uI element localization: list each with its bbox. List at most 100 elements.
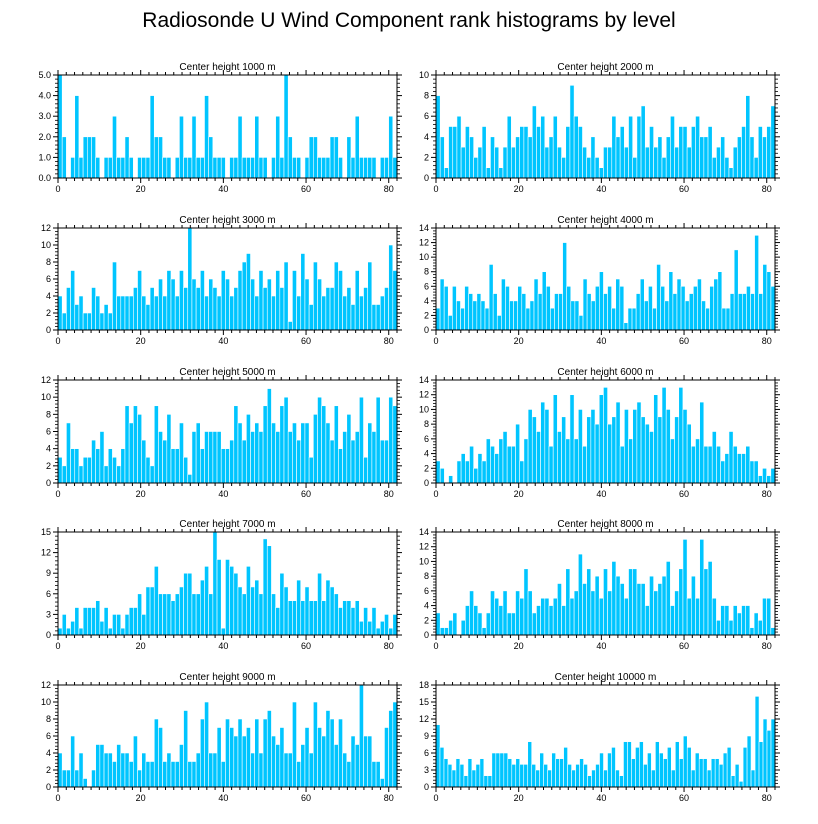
histogram-bar <box>283 396 289 484</box>
histogram-bar <box>477 453 483 484</box>
histogram-bar <box>536 126 541 179</box>
histogram-bar <box>643 300 649 331</box>
histogram-bar <box>384 614 389 636</box>
histogram-bar <box>435 724 441 788</box>
histogram-bar <box>499 752 505 788</box>
x-tick-label: 80 <box>384 641 394 651</box>
histogram-bar <box>262 405 268 484</box>
histogram-bar <box>225 278 230 331</box>
y-tick-label: 6 <box>46 731 51 741</box>
histogram-bar <box>308 304 314 331</box>
histogram-bar <box>162 157 168 179</box>
histogram-bar <box>367 157 373 179</box>
histogram-bar <box>254 295 260 331</box>
histogram-bar <box>690 126 696 179</box>
histogram-bar <box>241 157 247 179</box>
histogram-bar <box>145 761 151 788</box>
histogram-bar <box>586 568 592 636</box>
histogram-bar <box>558 293 563 331</box>
x-tick-label: 80 <box>762 184 772 194</box>
histogram-bar <box>363 607 369 636</box>
histogram-bar <box>745 605 751 636</box>
histogram-bar <box>590 409 596 484</box>
histogram-bar <box>308 136 314 179</box>
histogram-bar <box>443 285 449 331</box>
histogram-bar <box>266 545 272 636</box>
histogram-bar <box>304 586 310 636</box>
histogram-bar <box>241 593 247 636</box>
histogram-bar <box>99 312 105 331</box>
histogram-bar <box>354 431 360 484</box>
histogram-bar <box>287 600 293 636</box>
histogram-bar <box>511 445 516 484</box>
histogram-bar <box>657 136 663 179</box>
histogram-bar <box>287 136 293 179</box>
plot-frame <box>435 227 776 331</box>
panel-title: Center height 1000 m <box>179 62 275 73</box>
histogram-bar <box>724 605 730 636</box>
histogram-bar <box>183 710 189 788</box>
histogram-bar <box>586 416 592 484</box>
histogram-bar <box>321 157 327 179</box>
histogram-bar <box>74 448 80 484</box>
histogram-bar <box>655 741 660 788</box>
histogram-bar <box>502 146 508 179</box>
histogram-bar <box>133 735 138 788</box>
histogram-bar <box>503 752 509 788</box>
histogram-bar <box>354 600 360 636</box>
histogram-bar <box>657 416 663 484</box>
histogram-bar <box>738 781 744 788</box>
y-tick-label: 0 <box>424 173 429 183</box>
histogram-bar <box>490 590 495 636</box>
panel-title: Center height 9000 m <box>179 672 275 683</box>
histogram-bar <box>112 261 117 331</box>
histogram-bar <box>275 270 281 331</box>
histogram-bar <box>191 761 197 788</box>
histogram-bar <box>533 278 539 331</box>
y-tick-label: 6 <box>46 274 51 284</box>
histogram-bar <box>367 261 373 331</box>
histogram-bar <box>460 453 466 484</box>
x-tick-label: 20 <box>514 641 524 651</box>
histogram-bar <box>619 775 624 788</box>
histogram-bar <box>321 735 327 788</box>
histogram-bar <box>464 126 470 179</box>
histogram-bar <box>624 146 629 179</box>
x-tick-label: 20 <box>514 489 524 499</box>
y-tick-label: 10 <box>419 70 429 80</box>
histogram-bar <box>615 769 620 788</box>
histogram-bar <box>671 769 676 788</box>
histogram-bar <box>694 752 700 788</box>
histogram-bar <box>241 439 247 484</box>
histogram-bar <box>384 439 389 484</box>
histogram-bar <box>498 167 504 179</box>
histogram-bar <box>371 607 377 636</box>
y-tick-label: 6 <box>424 748 429 758</box>
histogram-bar <box>527 136 533 179</box>
histogram-bar <box>476 293 482 331</box>
histogram-bar <box>586 157 592 179</box>
histogram-bar <box>494 453 500 484</box>
histogram-bar <box>661 387 667 484</box>
histogram-bar <box>619 126 625 179</box>
x-tick-label: 60 <box>679 641 689 651</box>
histogram-bar <box>667 747 672 788</box>
histogram-bar <box>587 775 592 788</box>
histogram-bar <box>644 423 650 484</box>
histogram-bar <box>359 157 364 179</box>
histogram-bar <box>333 744 339 788</box>
histogram-bar <box>57 74 63 179</box>
histogram-bar <box>640 583 646 636</box>
histogram-bar <box>191 115 197 179</box>
histogram-bar <box>623 741 628 788</box>
histogram-bar <box>237 115 243 179</box>
histogram-bar <box>628 115 634 179</box>
histogram-bar <box>262 157 268 179</box>
histogram-bar <box>329 136 335 179</box>
histogram-bar <box>737 453 742 484</box>
histogram-bar <box>636 115 642 179</box>
histogram-bar <box>665 561 671 636</box>
x-tick-label: 20 <box>136 641 146 651</box>
histogram-bar <box>95 448 101 484</box>
histogram-bar <box>254 579 260 636</box>
